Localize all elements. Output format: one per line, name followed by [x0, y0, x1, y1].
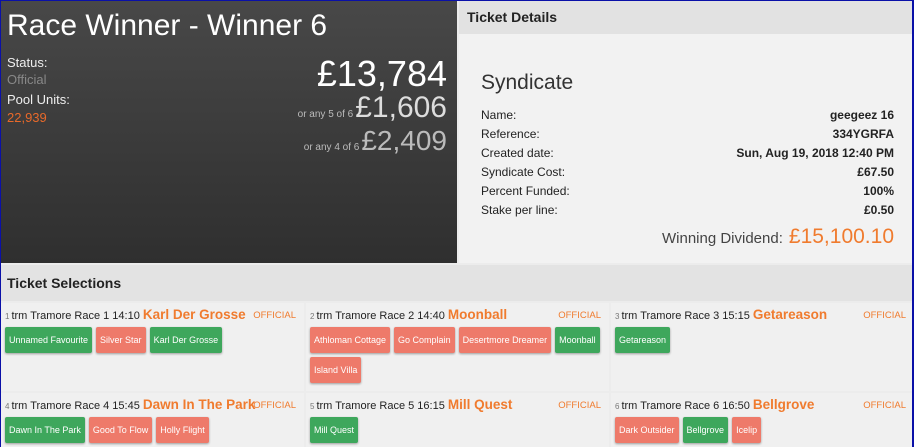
- detail-value: £67.50: [857, 165, 894, 179]
- race-name: trm Tramore Race 4 15:45: [11, 400, 140, 412]
- race-selection-cell: 3 trm Tramore Race 3 15:15 Getareason OFFIC…: [611, 303, 912, 391]
- dividend-main: £13,784: [316, 53, 447, 94]
- horse-chip-list: Dawn In The Park Good To Flow Holly Flight: [5, 417, 300, 443]
- detail-row: Name: geegeez 16: [481, 108, 894, 122]
- detail-row: Stake per line: £0.50: [481, 203, 894, 217]
- ticket-selections-title: Ticket Selections: [1, 265, 912, 301]
- horse-chip[interactable]: Karl Der Grosse: [149, 327, 223, 353]
- race-header: 6 trm Tramore Race 6 16:50 Bellgrove OFFICI…: [615, 397, 910, 415]
- race-winner: Getareason: [752, 307, 828, 322]
- pool-units-value: 22,939: [7, 110, 47, 125]
- race-name: trm Tramore Race 5 16:15: [316, 400, 445, 412]
- page-title: Race Winner - Winner 6: [7, 9, 328, 42]
- horse-chip-list: Dark Outsider Bellgrove Icelip: [615, 417, 910, 443]
- any4-value: £2,409: [361, 125, 447, 156]
- horse-chip[interactable]: Dark Outsider: [615, 417, 679, 443]
- race-winner: Moonball: [447, 307, 508, 322]
- horse-chip[interactable]: Mill Quest: [310, 417, 359, 443]
- detail-label: Reference:: [481, 127, 540, 141]
- horse-chip-list: Unnamed Favourite Silver Star Karl Der Gro…: [5, 327, 300, 353]
- horse-chip[interactable]: Icelip: [732, 417, 762, 443]
- detail-row: Percent Funded: 100%: [481, 184, 894, 198]
- detail-label: Stake per line:: [481, 203, 558, 217]
- detail-label: Syndicate Cost:: [481, 165, 566, 179]
- horse-chip[interactable]: Getareason: [615, 327, 671, 353]
- race-number: 6: [615, 402, 620, 411]
- any5-label: or any 5 of 6: [297, 109, 354, 120]
- race-selection-cell: 6 trm Tramore Race 6 16:50 Bellgrove OFFICI…: [611, 393, 912, 447]
- race-number: 1: [5, 312, 10, 321]
- race-header: 1 trm Tramore Race 1 14:10 Karl Der Grosse…: [5, 307, 300, 325]
- race-winner: Mill Quest: [447, 397, 513, 412]
- race-status: OFFICIAL: [863, 310, 906, 321]
- race-name: trm Tramore Race 3 15:15: [621, 310, 750, 322]
- ticket-details-panel: Ticket Details Syndicate Name: geegeez 16…: [459, 1, 912, 263]
- winning-dividend-value: £15,100.10: [788, 225, 894, 248]
- status-label: Status:: [7, 55, 48, 70]
- detail-label: Name:: [481, 108, 517, 122]
- detail-label: Percent Funded:: [481, 184, 570, 198]
- race-winner: Bellgrove: [752, 397, 815, 412]
- race-selection-cell: 2 trm Tramore Race 2 14:40 Moonball OFFICIA…: [306, 303, 609, 391]
- race-number: 4: [5, 402, 10, 411]
- race-header: 3 trm Tramore Race 3 15:15 Getareason OFFIC…: [615, 307, 910, 325]
- horse-chip[interactable]: Go Complain: [394, 327, 455, 353]
- pool-summary-panel: Race Winner - Winner 6 Status: Official …: [1, 1, 457, 263]
- winning-dividend-label: Winning Dividend:: [661, 230, 783, 247]
- detail-value: geegeez 16: [829, 108, 894, 122]
- horse-chip-list: Mill Quest: [310, 417, 605, 443]
- detail-row: Created date: Sun, Aug 19, 2018 12:40 PM: [481, 146, 894, 160]
- race-winner: Karl Der Grosse: [142, 307, 246, 322]
- detail-row: Syndicate Cost: £67.50: [481, 165, 894, 179]
- ticket-details-title: Ticket Details: [459, 1, 912, 34]
- horse-chip-list: Getareason: [615, 327, 910, 353]
- race-winner: Dawn In The Park: [142, 397, 256, 412]
- detail-value: 334YGRFA: [832, 127, 894, 141]
- detail-row: Reference: 334YGRFA: [481, 127, 894, 141]
- race-selection-cell: 4 trm Tramore Race 4 15:45 Dawn In The Par…: [1, 393, 304, 447]
- race-name: trm Tramore Race 1 14:10: [11, 310, 140, 322]
- dividend-any5: or any 5 of 6£1,606: [298, 91, 447, 125]
- race-status: OFFICIAL: [558, 400, 601, 411]
- race-number: 5: [310, 402, 315, 411]
- any4-label: or any 4 of 6: [303, 142, 360, 153]
- dividend-any4: or any 4 of 6£2,409: [304, 125, 447, 157]
- horse-chip[interactable]: Holly Flight: [156, 417, 209, 443]
- horse-chip[interactable]: Island Villa: [310, 357, 362, 383]
- horse-chip[interactable]: Athloman Cottage: [310, 327, 391, 353]
- race-status: OFFICIAL: [253, 400, 296, 411]
- pool-units-label: Pool Units:: [7, 92, 70, 107]
- ticket-type: Syndicate: [481, 71, 574, 94]
- horse-chip[interactable]: Bellgrove: [682, 417, 729, 443]
- race-status: OFFICIAL: [558, 310, 601, 321]
- race-header: 2 trm Tramore Race 2 14:40 Moonball OFFICIA…: [310, 307, 605, 325]
- horse-chip[interactable]: Dawn In The Park: [5, 417, 85, 443]
- status-value: Official: [7, 72, 47, 87]
- horse-chip[interactable]: Silver Star: [96, 327, 146, 353]
- horse-chip[interactable]: Moonball: [555, 327, 600, 353]
- horse-chip[interactable]: Desertmore Dreamer: [458, 327, 552, 353]
- race-name: trm Tramore Race 2 14:40: [316, 310, 445, 322]
- race-header: 5 trm Tramore Race 5 16:15 Mill Quest OFFIC…: [310, 397, 605, 415]
- race-number: 3: [615, 312, 620, 321]
- race-name: trm Tramore Race 6 16:50: [621, 400, 750, 412]
- detail-label: Created date:: [481, 146, 554, 160]
- race-header: 4 trm Tramore Race 4 15:45 Dawn In The Par…: [5, 397, 300, 415]
- detail-value: Sun, Aug 19, 2018 12:40 PM: [736, 146, 894, 160]
- any5-value: £1,606: [355, 91, 447, 124]
- horse-chip[interactable]: Good To Flow: [88, 417, 153, 443]
- detail-value: £0.50: [863, 203, 894, 217]
- race-status: OFFICIAL: [863, 400, 906, 411]
- race-selection-cell: 1 trm Tramore Race 1 14:10 Karl Der Grosse…: [1, 303, 304, 391]
- race-number: 2: [310, 312, 315, 321]
- detail-value: 100%: [863, 184, 894, 198]
- winning-dividend: Winning Dividend: £15,100.10: [481, 225, 894, 249]
- horse-chip[interactable]: Unnamed Favourite: [5, 327, 93, 353]
- race-selection-cell: 5 trm Tramore Race 5 16:15 Mill Quest OFFIC…: [306, 393, 609, 447]
- race-status: OFFICIAL: [253, 310, 296, 321]
- horse-chip-list: Athloman Cottage Go Complain Desertmore Dr…: [310, 327, 605, 383]
